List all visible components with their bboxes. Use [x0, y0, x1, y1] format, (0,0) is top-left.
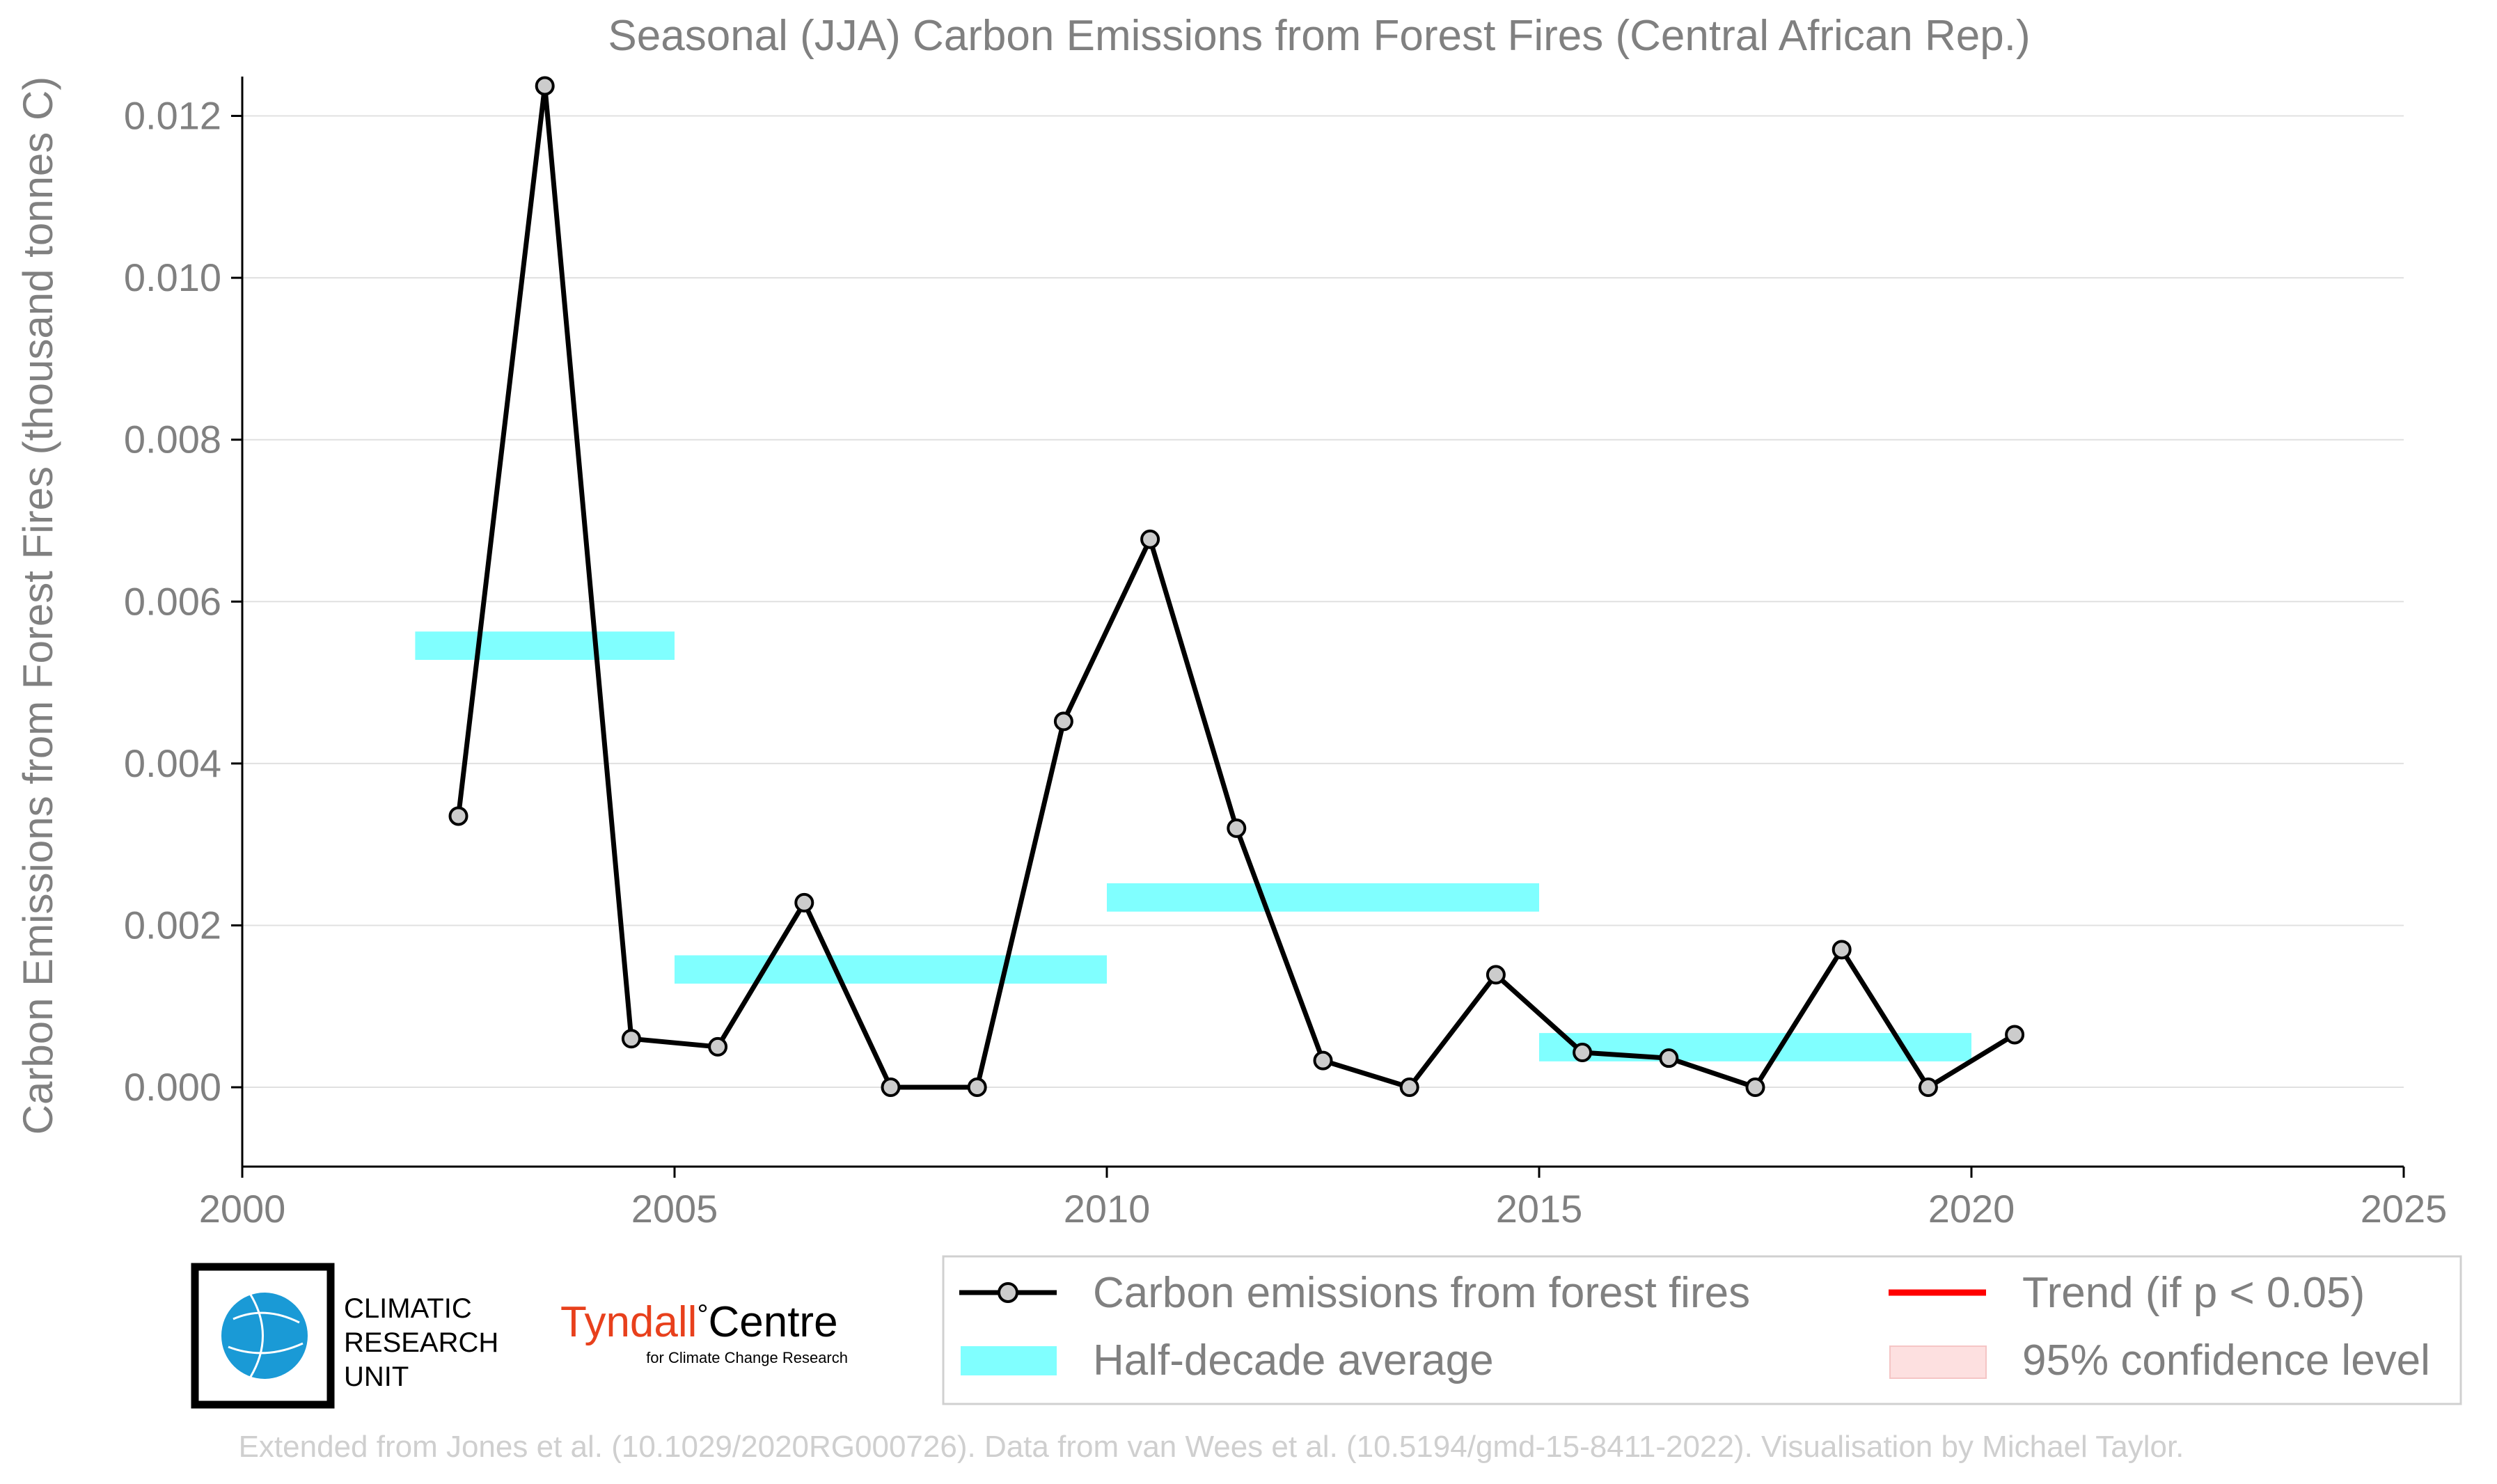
half-decade-band: [415, 631, 675, 661]
data-point: [1573, 1043, 1593, 1063]
y-tick-label: 0.004: [124, 741, 221, 785]
footer-credit: Extended from Jones et al. (10.1029/2020…: [239, 1430, 2184, 1464]
half-decade-band: [1107, 883, 1539, 912]
y-axis-label: Carbon Emissions from Forest Fires (thou…: [15, 77, 61, 1135]
data-point: [535, 76, 555, 96]
svg-text:Tyndall°Centre: Tyndall°Centre: [560, 1298, 838, 1346]
data-point: [1745, 1078, 1765, 1098]
half-decade-band: [675, 955, 1107, 984]
legend-item-half-decade: Half-decade average: [961, 1336, 1494, 1384]
y-tick-label: 0.002: [124, 903, 221, 947]
y-tick-label: 0.012: [124, 94, 221, 138]
legend-item-emissions: Carbon emissions from forest fires: [959, 1269, 1750, 1317]
legend-label-confidence: 95% confidence level: [2022, 1336, 2430, 1384]
data-point: [1399, 1078, 1419, 1098]
cru-line-2: RESEARCH: [344, 1327, 498, 1358]
tyndall-subtitle: for Climate Change Research: [646, 1349, 848, 1366]
data-point: [1053, 711, 1073, 732]
chart-title: Seasonal (JJA) Carbon Emissions from For…: [608, 12, 2030, 60]
axes: 0.000 0.002 0.004 0.006 0.008 0.010 0.012 2000 2…: [124, 77, 2447, 1231]
legend-label-half-decade: Half-decade average: [1093, 1336, 1494, 1384]
y-tick-label: 0.008: [124, 418, 221, 461]
y-tick-label: 0.010: [124, 255, 221, 299]
emissions-line: [456, 84, 2016, 1090]
data-point: [1486, 965, 1506, 985]
data-point: [2005, 1025, 2025, 1045]
data-point: [621, 1029, 641, 1049]
x-tick-label: 2000: [199, 1187, 286, 1231]
cru-logo: CLIMATIC RESEARCH UNIT: [191, 1263, 498, 1409]
x-tick-label: 2020: [1928, 1187, 2015, 1231]
data-point: [1832, 940, 1852, 960]
data-point: [794, 892, 814, 913]
half-decade-bands: [415, 631, 1971, 1061]
data-point: [448, 806, 468, 826]
data-point: [708, 1036, 728, 1057]
cru-line-3: UNIT: [344, 1361, 409, 1392]
legend-label-trend: Trend (if p < 0.05): [2022, 1269, 2365, 1317]
cru-line-1: CLIMATIC: [344, 1293, 472, 1324]
x-tick-label: 2015: [1496, 1187, 1583, 1231]
tyndall-degree: °: [697, 1300, 708, 1330]
legend: Carbon emissions from forest fires Trend…: [942, 1255, 2462, 1405]
data-point: [1918, 1078, 1938, 1098]
x-tick-label: 2025: [2361, 1187, 2448, 1231]
emissions-series: [448, 76, 2025, 1098]
tyndall-name: Tyndall: [560, 1298, 697, 1346]
legend-frame: [942, 1255, 2462, 1405]
data-point: [1227, 818, 1247, 838]
data-point: [1659, 1048, 1679, 1068]
grid-lines: [242, 115, 2404, 1089]
tyndall-logo: Tyndall°Centre for Climate Change Resear…: [560, 1298, 848, 1366]
legend-label-emissions: Carbon emissions from forest fires: [1093, 1269, 1750, 1317]
y-tick-label: 0.000: [124, 1065, 221, 1109]
data-point: [1313, 1050, 1333, 1071]
data-point: [967, 1078, 987, 1098]
y-tick-label: 0.006: [124, 579, 221, 623]
x-tick-label: 2010: [1064, 1187, 1151, 1231]
tyndall-centre: Centre: [708, 1298, 837, 1346]
data-point: [1140, 529, 1160, 549]
legend-item-trend: Trend (if p < 0.05): [1889, 1269, 2365, 1317]
x-tick-label: 2005: [631, 1187, 718, 1231]
data-point: [881, 1078, 901, 1098]
legend-item-confidence: 95% confidence level: [1889, 1336, 2430, 1384]
